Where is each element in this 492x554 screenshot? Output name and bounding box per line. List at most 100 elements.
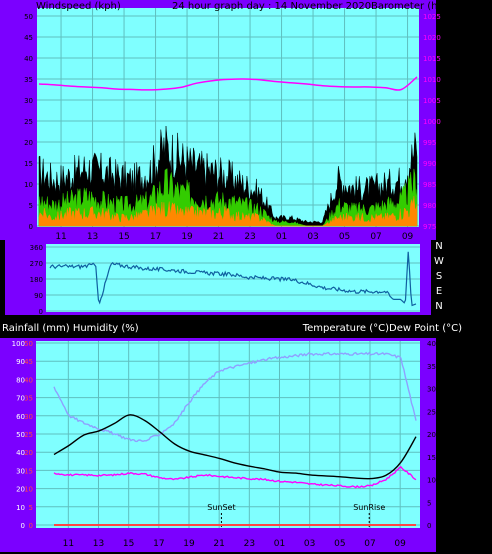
humidity-tick-label: 30 [16, 467, 25, 475]
bottom-x-tick-label: 05 [334, 539, 345, 549]
top-x-tick-label: 13 [87, 232, 98, 242]
temperature-tick-label: 5 [427, 499, 431, 507]
rainfall-tick-label: 50 [24, 340, 33, 348]
bottom-x-tick-label: 01 [274, 539, 285, 549]
humidity-tick-label: 20 [16, 486, 25, 494]
direction-tick-label: 0 [39, 308, 43, 316]
direction-tick-label: 360 [30, 244, 43, 252]
temperature-tick-label: 30 [427, 386, 436, 394]
barometer-axis-title: Barometer (hpa) [371, 1, 454, 12]
temperature-series [53, 414, 417, 480]
wind-tick-label: 35 [24, 76, 33, 84]
sun-marker-label: SunRise [353, 503, 385, 512]
rainfall-tick-label: 10 [24, 486, 33, 494]
compass-label: N [435, 241, 442, 252]
direction-tick-label: 180 [30, 276, 43, 284]
humidity-series [53, 351, 417, 443]
rainfall-tick-label: 5 [29, 504, 33, 512]
temperature-tick-label: 40 [427, 340, 436, 348]
direction-tick-label: 90 [34, 292, 43, 300]
top-x-tick-label: 11 [55, 232, 66, 242]
temperature-tick-label: 10 [427, 477, 436, 485]
barometer-tick-label: 1025 [423, 13, 441, 21]
top-x-tick-label: 19 [181, 232, 193, 242]
wind-tick-label: 0 [29, 223, 33, 231]
humidity-tick-label: 0 [21, 522, 25, 530]
rainfall-tick-label: 0 [29, 522, 33, 530]
humidity-tick-label: 70 [16, 395, 25, 403]
barometer-tick-label: 1020 [423, 34, 441, 42]
bottom-x-tick-label: 19 [183, 539, 195, 549]
wind-tick-label: 10 [24, 181, 33, 189]
temperature-tick-label: 25 [427, 408, 436, 416]
bottom-x-tick-label: 21 [213, 539, 224, 549]
rainfall-tick-label: 15 [24, 467, 33, 475]
bottom-x-tick-label: 15 [123, 539, 134, 549]
humidity-tick-label: 90 [16, 358, 25, 366]
rainfall-humidity-title: Rainfall (mm) Humidity (%) [2, 323, 139, 334]
humidity-tick-label: 100 [12, 340, 25, 348]
top-x-tick-label: 07 [370, 232, 381, 242]
top-panel: 11 13 15 17 19 21 23 01 03 05 07 090510152025303540… [0, 0, 454, 242]
bottom-x-tick-label: 23 [244, 539, 255, 549]
compass-label: W [434, 256, 444, 267]
bottom-x-tick-label: 07 [364, 539, 375, 549]
direction-tick-label: 270 [30, 260, 43, 268]
bottom-x-tick-label: 13 [93, 539, 104, 549]
wind-axis-title: Windspeed (kph) [36, 1, 121, 12]
top-x-tick-label: 21 [213, 232, 224, 242]
wind-tick-label: 45 [24, 34, 33, 42]
humidity-tick-label: 60 [16, 413, 25, 421]
barometer-tick-label: 1005 [423, 97, 441, 105]
temperature-tick-label: 20 [427, 431, 436, 439]
barometer-tick-label: 995 [423, 139, 436, 147]
top-x-tick-label: 03 [307, 232, 318, 242]
wind-tick-label: 25 [24, 118, 33, 126]
top-x-tick-label: 17 [150, 232, 161, 242]
barometer-tick-label: 980 [423, 202, 436, 210]
bottom-x-tick-label: 03 [304, 539, 315, 549]
wind-minimum-series [38, 196, 418, 227]
barometer-tick-label: 985 [423, 181, 436, 189]
compass-label: N [435, 301, 442, 312]
compass-label: E [436, 286, 442, 297]
bottom-panel: Rainfall (mm) Humidity (%) Temperature (… [0, 323, 462, 552]
rainfall-tick-label: 35 [24, 395, 33, 403]
wind-tick-label: 40 [24, 55, 33, 63]
top-x-tick-label: 09 [402, 232, 414, 242]
temperature-tick-label: 35 [427, 363, 436, 371]
sun-marker-label: SunSet [207, 503, 235, 512]
wind-tick-label: 5 [29, 202, 33, 210]
humidity-tick-label: 80 [16, 376, 25, 384]
humidity-tick-label: 50 [16, 431, 25, 439]
top-x-tick-label: 15 [118, 232, 129, 242]
pressure-series [38, 76, 418, 91]
temperature-tick-label: 15 [427, 454, 436, 462]
wind-average-series [38, 167, 418, 227]
wind-tick-label: 15 [24, 160, 33, 168]
wind-gust-series [38, 125, 418, 227]
rainfall-tick-label: 25 [24, 431, 33, 439]
barometer-tick-label: 990 [423, 160, 436, 168]
barometer-tick-label: 1010 [423, 76, 441, 84]
top-x-tick-label: 01 [276, 232, 287, 242]
bottom-x-tick-label: 09 [394, 539, 406, 549]
compass-label: S [436, 271, 442, 282]
top-x-tick-label: 23 [244, 232, 255, 242]
rainfall-tick-label: 45 [24, 358, 33, 366]
wind-direction-series [49, 251, 417, 307]
graph-title: 24 hour graph day : 14 November 2020 [172, 1, 371, 12]
wind-tick-label: 50 [24, 13, 33, 21]
barometer-tick-label: 975 [423, 223, 436, 231]
bottom-x-tick-label: 17 [153, 539, 164, 549]
direction-plot-area [46, 244, 420, 312]
wind-tick-label: 20 [24, 139, 33, 147]
dew-point-series [53, 466, 417, 489]
top-x-tick-label: 05 [339, 232, 350, 242]
rainfall-tick-label: 30 [24, 413, 33, 421]
humidity-tick-label: 10 [16, 504, 25, 512]
temperature-tick-label: 0 [427, 522, 431, 530]
barometer-tick-label: 1015 [423, 55, 441, 63]
